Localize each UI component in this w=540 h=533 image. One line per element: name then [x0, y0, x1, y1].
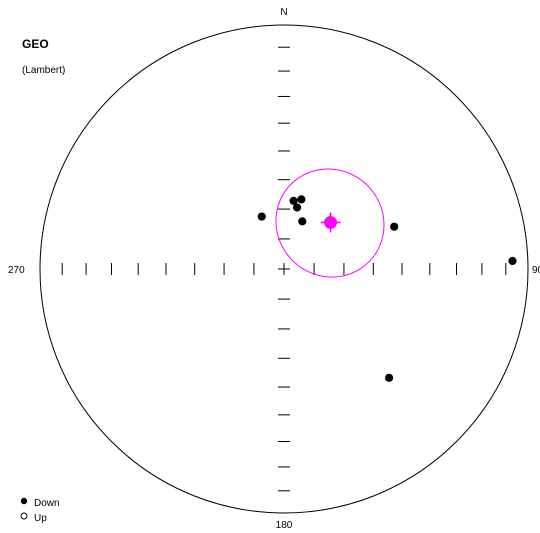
data-point-8 [384, 373, 394, 382]
east-label: 90 [532, 265, 540, 276]
data-points-layer [257, 195, 517, 382]
a95-confidence-circle [275, 168, 385, 278]
legend-up-label: Up [34, 513, 47, 524]
center-cross [278, 263, 290, 275]
data-point-5 [298, 217, 307, 226]
data-point-3 [289, 196, 298, 205]
north-label: N [280, 7, 287, 18]
legend-down-marker [20, 497, 28, 505]
data-point-2 [292, 203, 302, 212]
confidence-circle-layer [275, 168, 385, 278]
ns-axis-ticks [278, 46, 290, 492]
mean-direction-layer [320, 212, 341, 233]
data-point-4 [297, 195, 306, 204]
legend-up-marker [20, 512, 28, 520]
primitive-circle [39, 24, 529, 514]
plot-subtitle: (Lambert) [22, 65, 65, 76]
west-label: 270 [8, 265, 25, 276]
data-point-6 [390, 222, 399, 231]
data-point-7 [508, 256, 517, 266]
data-point-1 [257, 212, 266, 221]
legend-down-label: Down [34, 498, 60, 509]
ew-axis-ticks [61, 263, 507, 275]
legend: Down Up [20, 497, 60, 524]
south-label: 180 [276, 520, 293, 531]
plot-title: GEO [22, 37, 49, 51]
